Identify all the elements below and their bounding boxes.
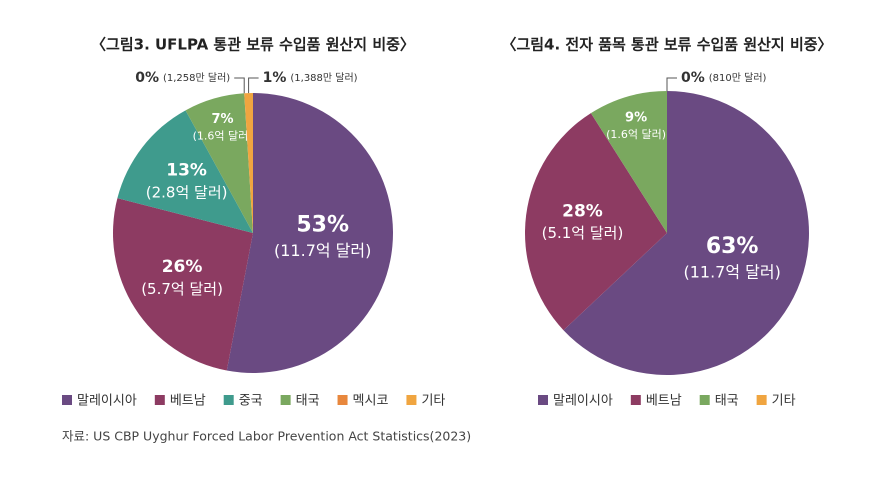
slice-amount: (11.7억 달러) (683, 263, 780, 282)
legend-label: 베트남 (646, 394, 682, 409)
source: 자료: US CBP Uyghur Forced Labor Preventio… (62, 429, 471, 444)
leader-line (234, 77, 245, 94)
slice-percent: 26% (162, 257, 203, 277)
slice-amount: (2.8억 달러) (146, 183, 228, 201)
callout-percent: 0% (135, 70, 159, 86)
slice-amount: (5.1억 달러) (542, 224, 624, 242)
callout-amount: (1,258만 달러) (163, 72, 230, 84)
slice-percent: 9% (625, 111, 647, 126)
legend-label: 말레이시아 (77, 394, 137, 409)
legend-swatch (406, 395, 417, 405)
chart-title: 〈그림3. UFLPA 통관 보류 수입품 원산지 비중〉 (91, 36, 415, 54)
legend-swatch (337, 395, 348, 405)
legend-swatch (538, 395, 548, 405)
pie-slice (563, 91, 809, 375)
legend-label: 베트남 (170, 394, 206, 409)
legend-label: 기타 (421, 394, 445, 409)
callout-percent: 0% (681, 70, 705, 86)
pie-slice (185, 93, 253, 233)
legend-swatch (223, 395, 234, 405)
legend-label: 태국 (715, 394, 739, 409)
legend-swatch (280, 395, 291, 405)
slice-percent: 13% (166, 160, 207, 180)
leader-line (666, 77, 677, 91)
leader-line (248, 77, 259, 94)
slice-amount: (11.7억 달러) (274, 241, 371, 260)
legend-swatch (756, 395, 767, 405)
legend-swatch (630, 395, 641, 405)
slice-percent: 53% (296, 212, 349, 237)
pie-slice (525, 113, 667, 331)
callout-percent: 1% (263, 70, 287, 86)
slice-amount: (1.6억 달러) (193, 129, 253, 142)
legend-swatch (62, 395, 72, 405)
legend-swatch (154, 395, 165, 405)
legend-label: 기타 (772, 394, 796, 409)
callout-amount: (810만 달러) (709, 72, 767, 84)
legend-label: 태국 (296, 394, 320, 409)
pie-slice (590, 91, 667, 233)
pie-slice (113, 198, 253, 371)
slice-percent: 28% (562, 201, 603, 221)
pie-slice (226, 93, 394, 373)
chart-title: 〈그림4. 전자 품목 통관 보류 수입품 원산지 비중〉 (501, 36, 832, 54)
pie-slice (117, 110, 253, 233)
callout-amount: (1,388만 달러) (290, 72, 357, 84)
legend-label: 멕시코 (353, 394, 389, 409)
slice-percent: 63% (706, 234, 759, 259)
pie-slice (244, 93, 253, 233)
legend-label: 말레이시아 (553, 394, 613, 409)
slice-percent: 7% (211, 112, 233, 127)
slice-amount: (1.6억 달러) (606, 128, 666, 141)
legend-label: 중국 (239, 394, 263, 409)
legend-swatch (699, 395, 710, 405)
slice-amount: (5.7억 달러) (141, 280, 223, 298)
